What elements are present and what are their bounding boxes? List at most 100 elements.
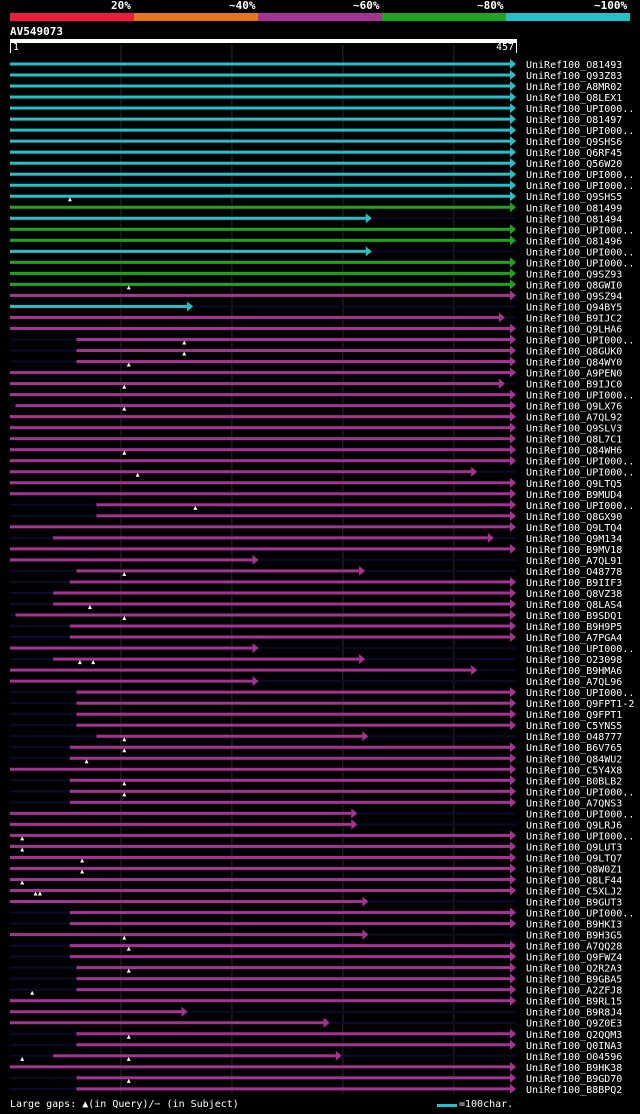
hit-row[interactable]: UniRef100_Q8L7C1: [10, 433, 622, 446]
hit-row[interactable]: UniRef100_O04596: [10, 1050, 622, 1063]
hit-row[interactable]: UniRef100_UPI000..: [10, 808, 634, 820]
hit-row[interactable]: UniRef100_UPI000..: [10, 257, 634, 269]
hit-start: [10, 933, 12, 937]
hit-row[interactable]: UniRef100_O48777: [10, 731, 622, 743]
hit-row[interactable]: UniRef100_B9HK38: [10, 1056, 622, 1074]
hit-row[interactable]: UniRef100_A7PGA4: [10, 632, 622, 644]
hit-row[interactable]: UniRef100_Q9FPT1-2: [10, 698, 634, 710]
hit-row[interactable]: UniRef100_UPI000..: [10, 103, 634, 115]
hit-row[interactable]: UniRef100_Q8LAS4: [10, 598, 622, 611]
hit-row[interactable]: UniRef100_B9SDQ1: [10, 605, 622, 622]
hit-row[interactable]: UniRef100_B9IJC2: [10, 312, 622, 324]
hit-row[interactable]: UniRef100_Q9LTQ5: [10, 472, 622, 490]
hit-row[interactable]: UniRef100_UPI000..: [10, 246, 634, 258]
hit-row[interactable]: UniRef100_O48778: [10, 565, 622, 578]
hit-row[interactable]: UniRef100_UPI000..: [10, 334, 634, 347]
hit-row[interactable]: UniRef100_B9HMA6: [10, 660, 622, 677]
hit-row[interactable]: UniRef100_O81497: [10, 114, 622, 126]
hit-row[interactable]: UniRef100_B9MV18: [10, 543, 622, 556]
hit-row[interactable]: UniRef100_Q9SZ94: [10, 285, 622, 302]
query-gap-marker: [122, 748, 127, 753]
hit-row[interactable]: UniRef100_B9GD70: [10, 1072, 622, 1085]
hit-label: UniRef100_Q9LTQ5: [526, 479, 622, 490]
hit-row[interactable]: UniRef100_A7QNS3: [10, 792, 622, 809]
hit-row[interactable]: UniRef100_B9GBA5: [10, 968, 622, 986]
hit-row[interactable]: UniRef100_Q9LUT3: [10, 836, 622, 853]
hit-row[interactable]: UniRef100_A7QQ28: [10, 935, 622, 953]
hit-row[interactable]: UniRef100_UPI000..: [10, 384, 634, 402]
hit-row[interactable]: UniRef100_C5Y4X8: [10, 759, 622, 776]
hit-row[interactable]: UniRef100_Q8GUK0: [10, 340, 622, 358]
hit-row[interactable]: UniRef100_Q9LRJ6: [10, 819, 622, 831]
hit-row[interactable]: UniRef100_Q9LX76: [10, 400, 622, 413]
hit-row[interactable]: UniRef100_B8BPQ2: [10, 1078, 622, 1096]
hit-row[interactable]: UniRef100_O81499: [10, 197, 622, 214]
hit-row[interactable]: UniRef100_B9H3G5: [10, 929, 622, 942]
hit-row[interactable]: UniRef100_Q2QQM3: [10, 1028, 622, 1041]
hit-row[interactable]: UniRef100_UPI000..: [10, 466, 634, 479]
hit-row[interactable]: UniRef100_Q9Z0E3: [10, 1017, 622, 1030]
hit-bar: [69, 756, 510, 760]
hit-row[interactable]: UniRef100_B9RL15: [10, 990, 622, 1008]
hit-row[interactable]: UniRef100_O81494: [10, 213, 622, 225]
hit-row[interactable]: UniRef100_A9PEN0: [10, 362, 622, 380]
hit-row[interactable]: UniRef100_UPI000..: [10, 169, 634, 181]
hit-row[interactable]: UniRef100_B9R8J4: [10, 1006, 622, 1019]
hit-row[interactable]: UniRef100_B9IIF3: [10, 571, 622, 589]
hit-row[interactable]: UniRef100_Q9SHS6: [10, 136, 622, 148]
hit-row[interactable]: UniRef100_A7QL92: [10, 406, 622, 424]
hit-row[interactable]: UniRef100_C5XLJ2: [10, 880, 622, 898]
hit-row[interactable]: UniRef100_A8MR02: [10, 81, 622, 93]
hit-row[interactable]: UniRef100_Q9FWZ4: [10, 946, 622, 964]
hit-row[interactable]: UniRef100_B9MUD4: [10, 488, 622, 501]
hit-row[interactable]: UniRef100_Q9SLV3: [10, 422, 622, 435]
hit-row[interactable]: UniRef100_O23098: [10, 654, 622, 666]
hit-row[interactable]: UniRef100_Q8LEX1: [10, 92, 622, 104]
hit-row[interactable]: UniRef100_B9HKI3: [10, 918, 622, 931]
hit-row[interactable]: UniRef100_B0BLB2: [10, 775, 622, 787]
hit-row[interactable]: UniRef100_Q8GX90: [10, 505, 622, 523]
hit-row[interactable]: UniRef100_Q84WU2: [10, 748, 622, 765]
hit-row[interactable]: UniRef100_Q8W0Z1: [10, 858, 622, 875]
hit-label: UniRef100_UPI000..: [526, 457, 634, 468]
hit-row[interactable]: UniRef100_B9GUT3: [10, 891, 622, 909]
hit-row[interactable]: UniRef100_Q94BY5: [10, 301, 622, 313]
hit-row[interactable]: UniRef100_UPI000..: [10, 224, 634, 236]
hit-row[interactable]: UniRef100_Q9LHA6: [10, 323, 622, 335]
hit-row[interactable]: UniRef100_O81493: [10, 59, 622, 71]
hit-row[interactable]: UniRef100_Q93Z83: [10, 70, 622, 82]
hit-row[interactable]: UniRef100_Q84WY0: [10, 351, 622, 369]
hit-row[interactable]: UniRef100_Q8LF44: [10, 869, 622, 886]
hit-row[interactable]: UniRef100_Q9SZ93: [10, 268, 622, 280]
hit-row[interactable]: UniRef100_Q84WH6: [10, 444, 622, 457]
hit-row[interactable]: UniRef100_Q8GWI0: [10, 279, 622, 291]
hit-row[interactable]: UniRef100_A2ZFJ8: [10, 984, 622, 997]
hit-row[interactable]: UniRef100_A7QL91: [10, 554, 622, 567]
hit-row[interactable]: UniRef100_UPI000..: [10, 125, 634, 137]
hit-row[interactable]: UniRef100_UPI000..: [10, 450, 634, 468]
hit-row[interactable]: UniRef100_Q2R2A3: [10, 962, 622, 975]
hit-row[interactable]: UniRef100_UPI000..: [10, 643, 634, 655]
hit-row[interactable]: UniRef100_Q9M134: [10, 532, 622, 545]
hit-row[interactable]: UniRef100_UPI000..: [10, 687, 634, 699]
hit-start: [76, 977, 79, 981]
hit-row[interactable]: UniRef100_Q9LTQ4: [10, 521, 622, 534]
hit-row[interactable]: UniRef100_Q9FPT1: [10, 709, 622, 721]
hit-row[interactable]: UniRef100_O81496: [10, 235, 622, 247]
hit-row[interactable]: UniRef100_Q6RF45: [10, 147, 622, 159]
hit-row[interactable]: UniRef100_A7QL96: [10, 676, 622, 688]
hit-row[interactable]: UniRef100_Q9LTQ7: [10, 847, 622, 864]
hit-row[interactable]: UniRef100_UPI000..: [10, 830, 634, 842]
hit-row[interactable]: UniRef100_B9H9P5: [10, 616, 622, 633]
hit-row[interactable]: UniRef100_UPI000..: [10, 781, 634, 798]
hit-row[interactable]: UniRef100_UPI000..: [10, 907, 634, 920]
hit-row[interactable]: UniRef100_Q0INA3: [10, 1034, 622, 1052]
hit-row[interactable]: UniRef100_UPI000..: [10, 180, 634, 192]
hit-row[interactable]: UniRef100_Q56W20: [10, 158, 622, 170]
hit-row[interactable]: UniRef100_Q8VZ38: [10, 587, 622, 600]
hit-row[interactable]: UniRef100_C5YNS5: [10, 720, 622, 732]
hit-row[interactable]: UniRef100_UPI000..: [10, 499, 634, 512]
hit-row[interactable]: UniRef100_B6V765: [10, 737, 622, 754]
hit-row[interactable]: UniRef100_B9IJC0: [10, 378, 622, 391]
hit-row[interactable]: UniRef100_Q9SHS5: [10, 191, 622, 203]
